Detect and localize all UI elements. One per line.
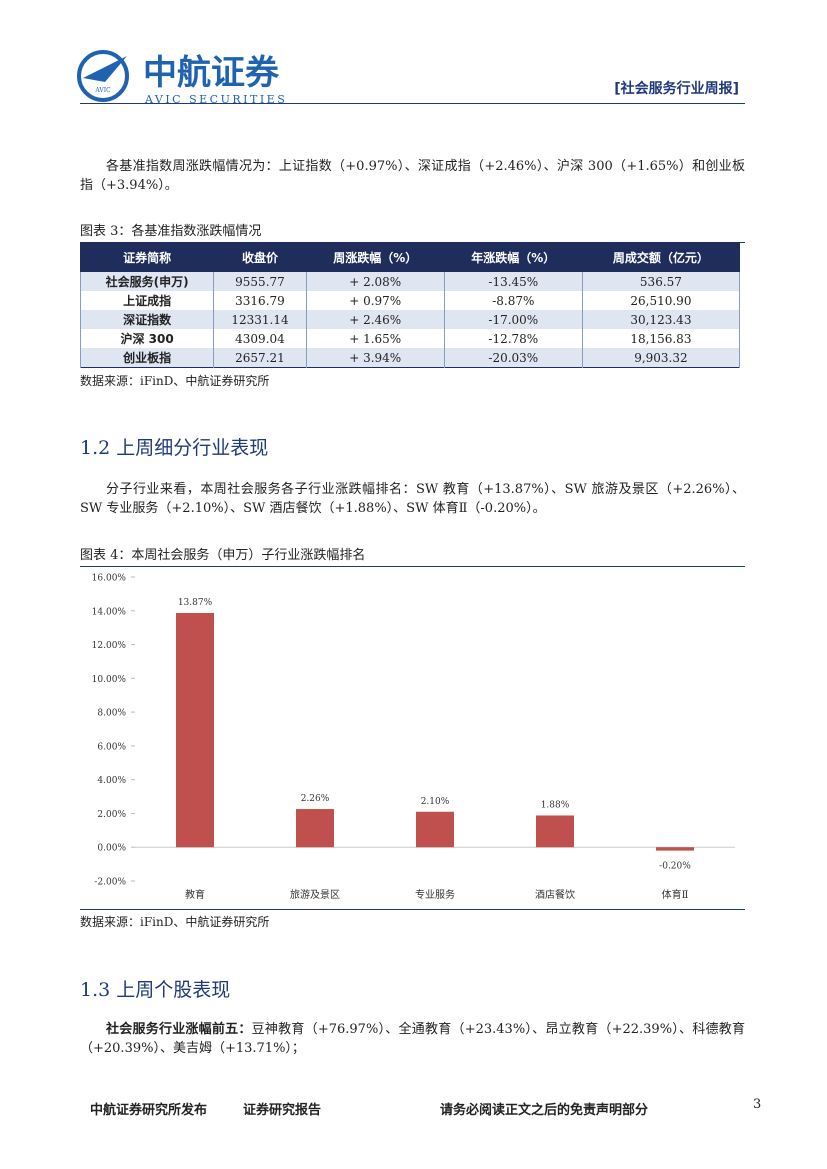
- table-cell: -12.78%: [443, 329, 583, 348]
- table-row: 创业板指 2657.21 + 3.94% -20.03% 9,903.32: [79, 348, 741, 368]
- table-header-cell: 证券简称: [79, 242, 215, 272]
- table-header-cell: 收盘价: [213, 242, 307, 272]
- y-tick-label: 12.00%: [92, 641, 127, 651]
- logo-cn: 中航证券: [143, 53, 280, 93]
- footer-publisher: 中航证券研究所发布: [90, 1103, 208, 1118]
- y-tick-label: 4.00%: [97, 776, 126, 786]
- page-number: 3: [753, 1097, 762, 1112]
- y-tick-label: 8.00%: [97, 709, 126, 719]
- figure-rule: [80, 909, 745, 910]
- table-cell: 社会服务(申万): [79, 271, 215, 291]
- value-label: 1.88%: [541, 800, 570, 810]
- header-rule: [80, 103, 745, 104]
- source: 数据来源：iFinD、中航证券研究所: [80, 915, 270, 929]
- table-cell: 536.57: [581, 271, 741, 291]
- logo-ring: [77, 50, 129, 102]
- y-tick-label: 6.00%: [97, 742, 126, 752]
- report-type: [社会服务行业周报]: [614, 81, 739, 97]
- table-cell: + 1.65%: [305, 329, 445, 348]
- bar: [536, 815, 574, 848]
- table-cell: + 0.97%: [305, 291, 445, 310]
- table-cell: 18,156.83: [581, 329, 741, 348]
- logo-wing: [83, 56, 127, 82]
- value-label: 2.26%: [301, 794, 330, 804]
- table-cell: -17.00%: [443, 310, 583, 329]
- table-cell: 30,123.43: [581, 310, 741, 329]
- figure-caption: 图表 4：本周社会服务（申万）子行业涨跌幅排名: [80, 544, 745, 567]
- table-row: 深证指数 12331.14 + 2.46% -17.00% 30,123.43: [79, 310, 741, 329]
- y-tick-label: 14.00%: [92, 607, 127, 617]
- table-cell: -13.45%: [443, 271, 583, 291]
- table-cell: 上证成指: [79, 291, 215, 310]
- paragraph: 分子行业来看，本周社会服务各子行业涨跌幅排名：SW 教育（+13.87%）、SW…: [80, 482, 745, 516]
- table-row: 上证成指 3316.79 + 0.97% -8.87% 26,510.90: [79, 291, 741, 310]
- table-cell: + 2.08%: [305, 271, 445, 291]
- value-label: 13.87%: [178, 598, 213, 608]
- logo-en: AVIC SECURITIES: [144, 93, 287, 106]
- y-tick-label: -2.00%: [94, 878, 126, 888]
- index-table: 证券简称 收盘价 周涨跌幅（%） 年涨跌幅（%） 周成交额（亿元） 社会服务(申万) 95…: [79, 242, 741, 368]
- table-cell: 3316.79: [213, 291, 307, 310]
- x-tick-label: 教育: [185, 888, 205, 901]
- chart: -2.00% 0.00% 2.00% 4.00% 6.00% 8.00% 10.00% 12.…: [92, 574, 735, 901]
- table-cell: + 3.94%: [305, 348, 445, 368]
- table-row: 沪深 300 4309.04 + 1.65% -12.78% 18,156.83: [79, 329, 741, 348]
- table-cell: -20.03%: [443, 348, 583, 368]
- y-tick-label: 10.00%: [92, 675, 127, 685]
- table-cell: + 2.46%: [305, 310, 445, 329]
- bar: [296, 809, 334, 848]
- footer-doc-type: 证券研究报告: [243, 1103, 322, 1118]
- bar: [656, 847, 694, 851]
- x-tick-label: 旅游及景区: [290, 888, 340, 901]
- table-cell: 4309.04: [213, 329, 307, 348]
- table-cell: 沪深 300: [79, 329, 215, 348]
- paragraph-lead: 社会服务行业涨幅前五：: [106, 1022, 252, 1037]
- logo: AVIC 中航证券 AVIC SECURITIES: [77, 50, 287, 106]
- bar: [176, 612, 214, 848]
- y-tick-label: 16.00%: [92, 574, 127, 584]
- source: 数据来源：iFinD、中航证券研究所: [80, 374, 270, 388]
- y-tick-label: 0.00%: [97, 844, 126, 854]
- table-body: 社会服务(申万) 9555.77 + 2.08% -13.45% 536.57 上证成指 3…: [79, 271, 741, 368]
- table-cell: -8.87%: [443, 291, 583, 310]
- value-label: 2.10%: [421, 797, 450, 807]
- table-header-row: 证券简称 收盘价 周涨跌幅（%） 年涨跌幅（%） 周成交额（亿元）: [79, 242, 741, 272]
- paragraph-text: 豆神教育（+76.97%）、全通教育（+23.43%）、昂立教育（+22.39%…: [80, 1022, 745, 1056]
- table-cell: 12331.14: [213, 310, 307, 329]
- logo-badge: AVIC: [94, 87, 111, 94]
- table-cell: 创业板指: [79, 348, 215, 368]
- table-cell: 26,510.90: [581, 291, 741, 310]
- table-row: 社会服务(申万) 9555.77 + 2.08% -13.45% 536.57: [79, 271, 741, 291]
- x-tick-label: 酒店餐饮: [535, 888, 575, 901]
- section-heading: 1.2 上周细分行业表现: [80, 437, 269, 459]
- x-tick-label: 专业服务: [415, 888, 455, 901]
- value-label: -0.20%: [659, 862, 691, 872]
- table-cell: 深证指数: [79, 310, 215, 329]
- bar: [416, 811, 454, 848]
- table-header-cell: 周成交额（亿元）: [581, 242, 741, 272]
- figure-caption: 图表 3：各基准指数涨跌幅情况: [80, 220, 745, 243]
- y-tick-label: 2.00%: [97, 810, 126, 820]
- table-cell: 9555.77: [213, 271, 307, 291]
- section-heading: 1.3 上周个股表现: [80, 979, 231, 1001]
- table-header-cell: 年涨跌幅（%）: [443, 242, 583, 272]
- x-tick-label: 体育Ⅱ: [662, 888, 689, 901]
- table-header-cell: 周涨跌幅（%）: [305, 242, 445, 272]
- table-cell: 9,903.32: [581, 348, 741, 368]
- paragraph: 各基准指数周涨跌幅情况为：上证指数（+0.97%）、深证成指（+2.46%）、沪…: [80, 159, 745, 193]
- table-cell: 2657.21: [213, 348, 307, 368]
- footer-disclaimer: 请务必阅读正文之后的免责声明部分: [440, 1103, 649, 1118]
- paragraph: 社会服务行业涨幅前五：豆神教育（+76.97%）、全通教育（+23.43%）、昂…: [80, 1020, 745, 1058]
